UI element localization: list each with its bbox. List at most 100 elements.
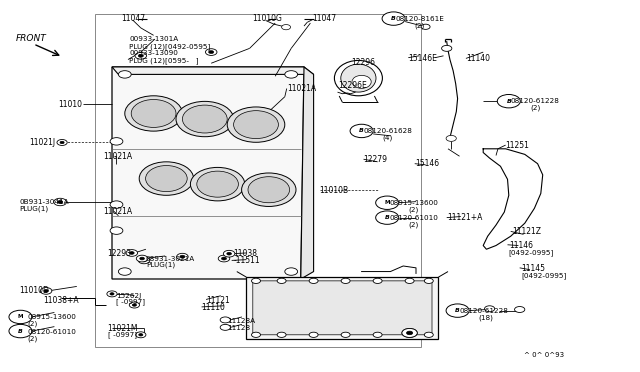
Circle shape (350, 124, 373, 138)
Circle shape (129, 302, 140, 308)
FancyBboxPatch shape (253, 281, 432, 335)
Text: 11021M: 11021M (108, 324, 138, 333)
Text: 11010D: 11010D (19, 286, 49, 295)
Text: 08120-8161E: 08120-8161E (396, 16, 444, 22)
Text: 15262J: 15262J (116, 293, 141, 299)
Circle shape (177, 253, 188, 260)
Circle shape (424, 332, 433, 337)
Ellipse shape (176, 101, 234, 137)
Circle shape (497, 94, 520, 108)
Text: 00933-13090: 00933-13090 (129, 50, 178, 56)
Text: 11038: 11038 (234, 249, 258, 258)
Text: M: M (385, 200, 390, 205)
Text: PLUG (12)[0595-   ]: PLUG (12)[0595- ] (129, 57, 199, 64)
Circle shape (126, 250, 138, 256)
Text: (2): (2) (28, 336, 38, 342)
Text: 12279: 12279 (364, 155, 388, 164)
Ellipse shape (248, 177, 290, 203)
Circle shape (252, 332, 260, 337)
Text: 11121Z: 11121Z (512, 227, 541, 236)
Circle shape (221, 257, 227, 260)
Text: 12293: 12293 (108, 249, 132, 258)
Text: -11511: -11511 (234, 256, 260, 265)
Text: ^ 0^ 0^93: ^ 0^ 0^93 (524, 352, 564, 358)
Circle shape (309, 332, 318, 337)
Circle shape (110, 293, 114, 295)
Circle shape (136, 332, 146, 338)
Text: 11140: 11140 (466, 54, 490, 63)
Polygon shape (246, 277, 438, 339)
Text: PLUG(1): PLUG(1) (146, 262, 175, 268)
Ellipse shape (227, 107, 285, 142)
Circle shape (9, 324, 32, 338)
Circle shape (405, 278, 414, 283)
Circle shape (373, 278, 382, 283)
Ellipse shape (234, 111, 278, 139)
Circle shape (132, 304, 136, 306)
Circle shape (139, 334, 143, 336)
Polygon shape (112, 67, 304, 279)
Circle shape (218, 255, 230, 262)
Text: M: M (18, 314, 23, 320)
Ellipse shape (197, 171, 239, 197)
Text: (4): (4) (383, 134, 393, 141)
Circle shape (57, 140, 67, 145)
Text: [0492-0995]: [0492-0995] (509, 249, 554, 256)
Text: [0492-0995]: [0492-0995] (522, 272, 567, 279)
Text: 11145: 11145 (522, 264, 545, 273)
Circle shape (140, 257, 145, 260)
Text: 08120-61628: 08120-61628 (364, 128, 412, 134)
Text: 11121: 11121 (206, 296, 230, 305)
Ellipse shape (341, 64, 376, 92)
Circle shape (446, 135, 456, 141)
Text: 11010G: 11010G (253, 14, 282, 23)
Circle shape (60, 141, 64, 144)
Text: 08915-13600: 08915-13600 (28, 314, 76, 320)
Text: (18): (18) (479, 314, 493, 321)
Ellipse shape (140, 162, 194, 195)
Circle shape (209, 51, 214, 54)
Text: 11010B: 11010B (319, 186, 348, 195)
Circle shape (282, 25, 291, 30)
Circle shape (406, 331, 413, 335)
Text: PLUG (12)[0492-0595]: PLUG (12)[0492-0595] (129, 43, 211, 49)
Circle shape (421, 24, 430, 29)
Text: (2): (2) (28, 320, 38, 327)
Text: [ -0997]: [ -0997] (116, 299, 145, 305)
Circle shape (44, 289, 49, 292)
Text: [ -0997]: [ -0997] (108, 331, 136, 338)
Circle shape (223, 250, 235, 257)
Text: 11047: 11047 (312, 14, 337, 23)
Text: 11128A: 11128A (227, 318, 255, 324)
Text: B: B (359, 128, 364, 134)
Ellipse shape (242, 173, 296, 206)
Text: 11047: 11047 (121, 14, 145, 23)
Text: 11121+A: 11121+A (447, 213, 482, 222)
Text: B: B (385, 215, 390, 220)
Text: FRONT: FRONT (16, 34, 47, 43)
Text: B: B (391, 16, 396, 21)
Text: (2): (2) (530, 105, 540, 111)
Circle shape (373, 332, 382, 337)
Circle shape (205, 49, 217, 55)
Circle shape (9, 310, 32, 324)
Polygon shape (112, 67, 314, 74)
Circle shape (135, 52, 147, 59)
Polygon shape (301, 67, 314, 279)
Circle shape (107, 291, 117, 297)
Circle shape (341, 278, 350, 283)
Circle shape (220, 317, 230, 323)
Circle shape (405, 332, 414, 337)
Text: (2): (2) (415, 22, 425, 29)
Circle shape (341, 332, 350, 337)
Circle shape (285, 71, 298, 78)
Ellipse shape (335, 60, 383, 96)
Text: 11021A: 11021A (104, 152, 133, 161)
Text: B: B (18, 328, 23, 334)
Text: 00933-1301A: 00933-1301A (129, 36, 179, 42)
Ellipse shape (352, 75, 371, 89)
Text: 11038+A: 11038+A (44, 296, 79, 305)
Circle shape (141, 259, 147, 262)
Circle shape (40, 288, 52, 294)
Circle shape (402, 328, 417, 337)
